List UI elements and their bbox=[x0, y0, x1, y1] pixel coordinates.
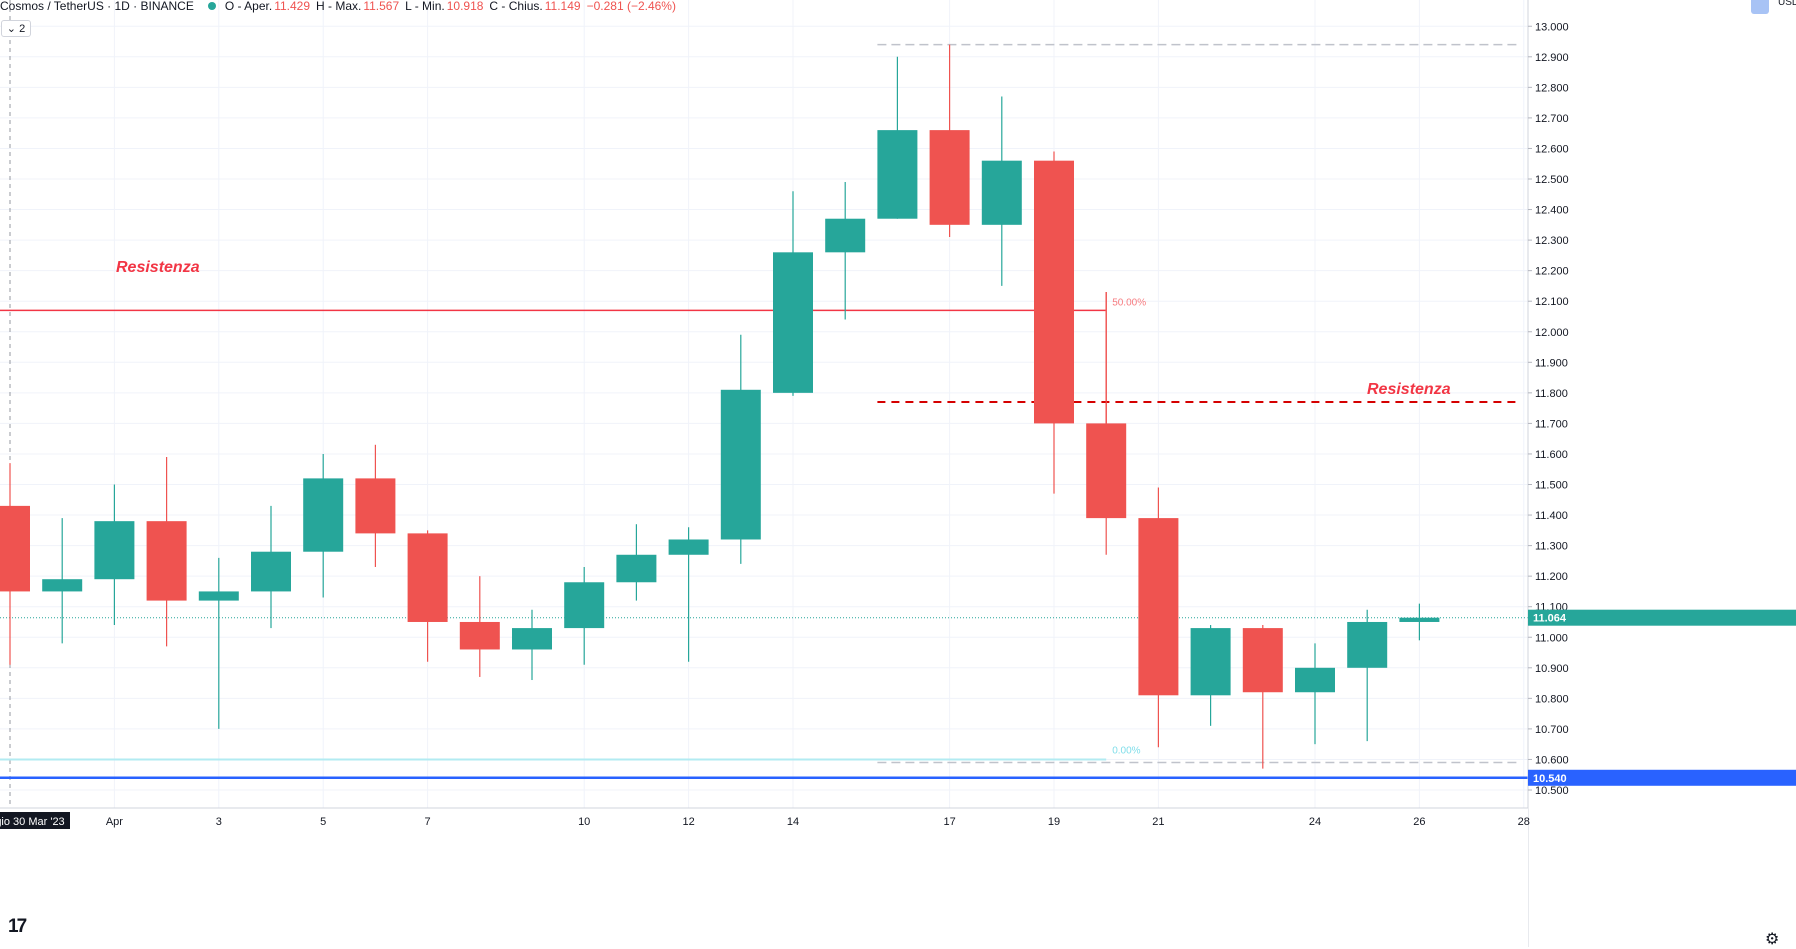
y-tick-label: 12.900 bbox=[1535, 52, 1569, 64]
y-tick-label: 10.600 bbox=[1535, 754, 1569, 766]
candle-body[interactable] bbox=[564, 582, 605, 629]
x-tick-label: 17 bbox=[943, 816, 955, 828]
market-status-icon bbox=[207, 2, 216, 10]
x-tick-label: 21 bbox=[1152, 816, 1164, 828]
open-value: 11.429 bbox=[274, 0, 310, 13]
change-value: −0.281 (−2.46%) bbox=[586, 0, 676, 13]
crosshair-date-bg bbox=[0, 812, 70, 829]
candle-body[interactable] bbox=[198, 591, 239, 601]
candle-body[interactable] bbox=[1034, 160, 1074, 424]
y-tick-label: 12.500 bbox=[1535, 174, 1569, 186]
x-tick-label: 28 bbox=[1518, 816, 1530, 828]
crosshair-date-label: gio 30 Mar '23 bbox=[0, 816, 65, 828]
low-value: 10.918 bbox=[446, 0, 484, 13]
candle-body[interactable] bbox=[877, 130, 918, 219]
high-value: 11.567 bbox=[363, 0, 400, 13]
candle-body[interactable] bbox=[146, 521, 187, 601]
candle-body[interactable] bbox=[251, 551, 291, 592]
x-tick-label: 14 bbox=[787, 816, 799, 828]
candle-body[interactable] bbox=[303, 478, 344, 552]
y-tick-label: 12.100 bbox=[1535, 296, 1569, 308]
x-tick-label: 19 bbox=[1048, 816, 1060, 828]
fib-50-label: 50.00% bbox=[1112, 297, 1146, 308]
x-tick-label: 7 bbox=[425, 816, 431, 828]
collapse-count: 2 bbox=[19, 23, 26, 35]
candle-body[interactable] bbox=[407, 533, 448, 622]
support-price-badge: 10.540 bbox=[1533, 773, 1567, 785]
close-value: 11.149 bbox=[544, 0, 581, 13]
camera-icon[interactable] bbox=[1751, 0, 1769, 14]
close-label: C - Chius. bbox=[489, 0, 543, 13]
tradingview-logo[interactable]: 17 bbox=[8, 916, 27, 937]
high-label: H - Max. bbox=[316, 0, 362, 13]
y-tick-label: 10.800 bbox=[1535, 693, 1569, 705]
candle-body[interactable] bbox=[1295, 667, 1335, 693]
y-tick-label: 12.000 bbox=[1535, 327, 1569, 339]
resistance-label-right: Resistenza bbox=[1367, 381, 1451, 398]
indicators-collapse-button[interactable]: ⌄ 2 bbox=[1, 20, 31, 37]
y-tick-label: 13.000 bbox=[1535, 21, 1569, 33]
candle-body[interactable] bbox=[1138, 518, 1179, 696]
x-tick-label: 3 bbox=[216, 816, 222, 828]
y-tick-label: 10.500 bbox=[1535, 785, 1569, 797]
current-price-badge: 11.064 bbox=[1533, 613, 1567, 625]
x-tick-label: 26 bbox=[1413, 816, 1425, 828]
y-tick-label: 11.200 bbox=[1535, 571, 1568, 583]
candle-body[interactable] bbox=[1347, 621, 1388, 668]
chevron-down-icon: ⌄ bbox=[6, 23, 17, 35]
chart-legend: Cosmos / TetherUS · 1D · BINANCE O - Aper… bbox=[0, 0, 682, 14]
y-tick-label: 11.700 bbox=[1535, 418, 1568, 430]
candle-body[interactable] bbox=[929, 130, 970, 225]
y-tick-label: 12.400 bbox=[1535, 205, 1569, 217]
fib-0-label: 0.00% bbox=[1112, 745, 1140, 756]
support-price-badge-bg bbox=[1528, 769, 1796, 786]
y-tick-label: 11.800 bbox=[1535, 388, 1568, 400]
candle-body[interactable] bbox=[616, 554, 657, 583]
symbol-title[interactable]: Cosmos / TetherUS · 1D · BINANCE bbox=[0, 0, 194, 13]
y-tick-label: 11.600 bbox=[1535, 449, 1568, 461]
time-axis[interactable] bbox=[0, 808, 1528, 947]
y-tick-label: 12.800 bbox=[1535, 82, 1569, 94]
candle-body[interactable] bbox=[1086, 423, 1127, 519]
candle-body[interactable] bbox=[1399, 617, 1440, 622]
x-tick-label: 5 bbox=[320, 816, 326, 828]
x-tick-label: 10 bbox=[578, 816, 590, 828]
candle-body[interactable] bbox=[512, 628, 552, 650]
resistance-label-left: Resistenza bbox=[116, 259, 200, 276]
currency-label[interactable]: USDT bbox=[1778, 0, 1796, 8]
candle-body[interactable] bbox=[1190, 628, 1231, 696]
candle-body[interactable] bbox=[459, 621, 500, 650]
y-tick-label: 12.200 bbox=[1535, 266, 1569, 278]
y-tick-label: 12.700 bbox=[1535, 113, 1569, 125]
candle-body[interactable] bbox=[825, 218, 866, 253]
y-tick-label: 10.700 bbox=[1535, 724, 1569, 736]
y-tick-label: 11.500 bbox=[1535, 480, 1568, 492]
candle-body[interactable] bbox=[981, 160, 1022, 225]
candle-body[interactable] bbox=[668, 539, 709, 555]
current-price-badge-bg bbox=[1528, 609, 1796, 626]
y-tick-label: 12.300 bbox=[1535, 235, 1569, 247]
x-tick-label: Apr bbox=[106, 816, 123, 828]
y-tick-label: 10.900 bbox=[1535, 663, 1569, 675]
open-label: O - Aper. bbox=[224, 0, 273, 13]
candle-body[interactable] bbox=[773, 252, 813, 393]
candle-body[interactable] bbox=[42, 579, 83, 592]
candle-body[interactable] bbox=[1242, 628, 1283, 693]
low-label: L - Min. bbox=[405, 0, 445, 13]
candle-body[interactable] bbox=[355, 478, 396, 534]
y-tick-label: 11.900 bbox=[1535, 357, 1568, 369]
x-tick-label: 24 bbox=[1309, 816, 1321, 828]
y-tick-label: 11.300 bbox=[1535, 541, 1568, 553]
y-tick-label: 11.000 bbox=[1535, 632, 1568, 644]
x-tick-label: 12 bbox=[682, 816, 694, 828]
candle-body[interactable] bbox=[0, 505, 30, 592]
price-axis[interactable] bbox=[1528, 0, 1796, 947]
gear-icon[interactable]: ⚙ bbox=[1765, 931, 1780, 948]
y-tick-label: 11.400 bbox=[1535, 510, 1568, 522]
candle-body[interactable] bbox=[720, 389, 761, 540]
candle-body[interactable] bbox=[94, 521, 135, 580]
y-tick-label: 12.600 bbox=[1535, 143, 1569, 155]
